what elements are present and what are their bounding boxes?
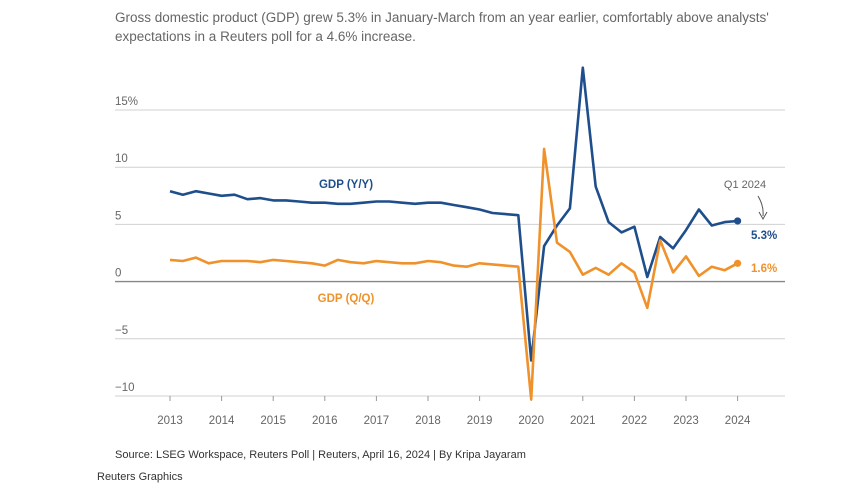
series-lines — [169, 66, 742, 401]
y-tick-label: 10 — [115, 153, 128, 165]
gridlines — [115, 109, 785, 397]
source-note: Source: LSEG Workspace, Reuters Poll | R… — [115, 449, 526, 461]
y-tick-label: 5 — [115, 210, 121, 222]
series-name-qq: GDP (Q/Q) — [318, 293, 375, 305]
x-tick-label: 2016 — [312, 415, 338, 427]
x-tick-label: 2021 — [570, 415, 596, 427]
y-tick-label: −10 — [115, 382, 135, 394]
x-tick-label: 2014 — [209, 415, 235, 427]
x-tick-label: 2015 — [260, 415, 286, 427]
x-tick-label: 2022 — [622, 415, 648, 427]
end-point-qq — [734, 259, 742, 267]
y-tick-label: 15% — [115, 96, 138, 108]
series-labels: GDP (Y/Y) 5.3% GDP (Q/Q) 1.6% — [318, 179, 778, 305]
annotation: Q1 2024 — [724, 179, 768, 221]
end-value-yy: 5.3% — [751, 230, 777, 242]
y-tick-label: 0 — [115, 268, 121, 280]
credit-line: Reuters Graphics — [97, 471, 183, 483]
y-axis-ticks: 15% 10 5 0 −5 −10 — [115, 96, 138, 394]
series-name-yy: GDP (Y/Y) — [319, 179, 373, 191]
y-tick-label: −5 — [115, 325, 128, 337]
annotation-arrow — [757, 195, 764, 217]
x-tick-label: 2013 — [157, 415, 183, 427]
annotation-arrowhead — [758, 211, 768, 221]
x-tick-label: 2023 — [673, 415, 699, 427]
series-line-qq — [169, 147, 739, 401]
end-value-qq: 1.6% — [751, 263, 777, 275]
end-point-yy — [734, 217, 742, 225]
series-line-yy — [169, 66, 738, 362]
x-tick-label: 2020 — [518, 415, 544, 427]
chart-subtitle: Gross domestic product (GDP) grew 5.3% i… — [115, 10, 769, 44]
x-tick-label: 2018 — [415, 415, 441, 427]
x-tick-label: 2024 — [725, 415, 751, 427]
x-tick-label: 2019 — [467, 415, 493, 427]
annotation-label: Q1 2024 — [724, 179, 766, 191]
x-axis-ticks: 2013 2014 2015 2016 2017 2018 2019 2020 2021 2022… — [157, 396, 751, 427]
x-tick-label: 2017 — [364, 415, 390, 427]
